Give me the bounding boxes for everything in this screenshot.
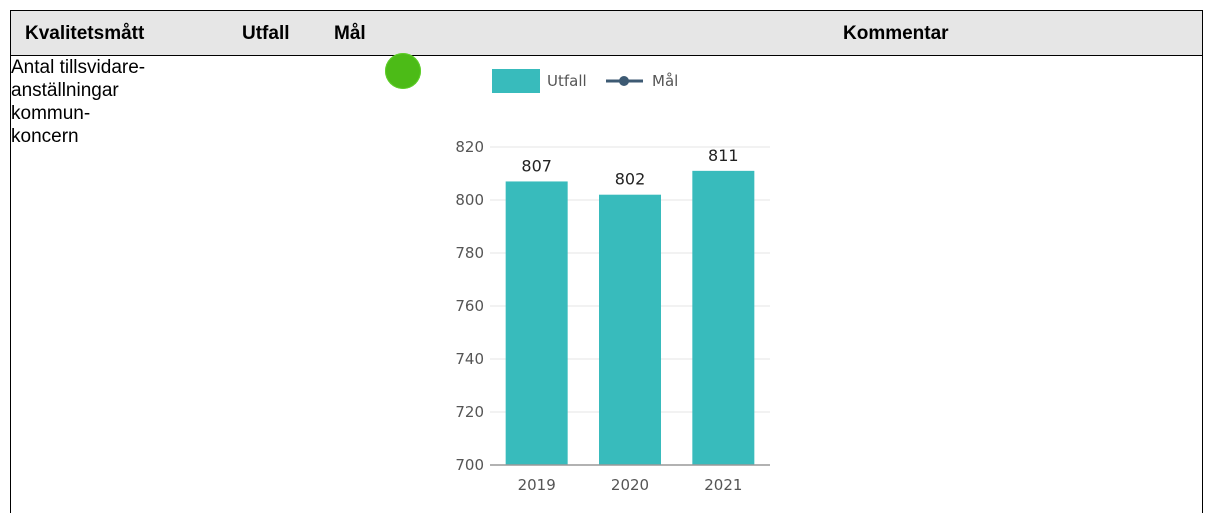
x-tick-label: 2020: [611, 476, 649, 494]
y-tick-label: 760: [455, 297, 484, 315]
header-utfall: Utfall: [242, 23, 290, 44]
bar-data-label: 802: [615, 170, 646, 189]
header-kvalitetsmatt: Kvalitetsmått: [25, 23, 145, 44]
measure-label: Antal tillsvidare-anställningar kommun-ko…: [11, 57, 146, 147]
y-tick-label: 820: [455, 138, 484, 156]
x-tick-label: 2019: [518, 476, 556, 494]
header-mal: Mål: [334, 23, 366, 44]
y-tick-label: 720: [455, 403, 484, 421]
header-kommentar: Kommentar: [843, 23, 949, 44]
bar-data-label: 807: [521, 156, 552, 175]
bar: [505, 181, 568, 465]
table-left-border: [10, 56, 11, 513]
x-tick-label: 2021: [704, 476, 742, 494]
quality-table: Kvalitetsmått Utfall Mål Kommentar: [10, 10, 1203, 513]
legend-mal-marker: [619, 76, 629, 86]
y-tick-label: 800: [455, 191, 484, 209]
legend-utfall-swatch: [492, 69, 540, 93]
chart-legend: Utfall Mål: [492, 69, 678, 93]
table-header-row: Kvalitetsmått Utfall Mål Kommentar: [10, 10, 1203, 56]
bar-data-label: 811: [708, 146, 739, 165]
legend-mal-label: Mål: [652, 72, 678, 90]
bar: [599, 194, 661, 465]
y-tick-label: 780: [455, 244, 484, 262]
legend-utfall-label: Utfall: [547, 72, 587, 90]
y-tick-label: 700: [455, 456, 484, 474]
bar: [692, 170, 755, 465]
status-indicator-icon: [385, 53, 421, 89]
y-tick-label: 740: [455, 350, 484, 368]
bar-chart: Utfall Mål 700 720 740 760 780 800 820 807 2019 8…: [455, 69, 770, 494]
table-right-border: [1202, 56, 1203, 513]
